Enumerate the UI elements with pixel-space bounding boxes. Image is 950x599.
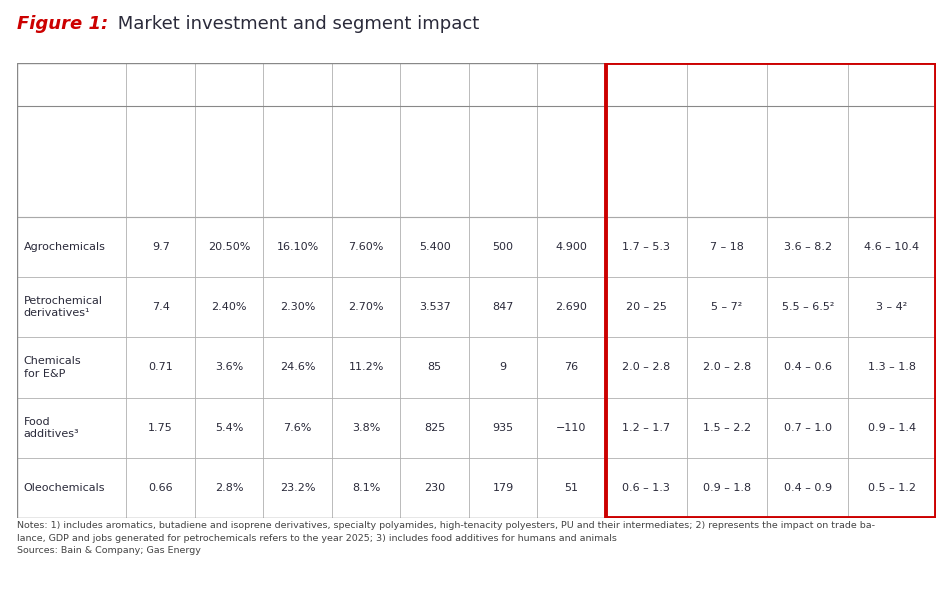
Text: 2012: 2012 [345,77,388,92]
Text: −110: −110 [557,423,587,432]
Text: 16.10%: 16.10% [276,242,319,252]
Text: 2.70%: 2.70% [349,302,384,312]
Text: 825: 825 [424,423,446,432]
Text: Growth-
global
market
(07–12): Growth- global market (07–12) [347,138,386,184]
Text: 5.5 – 6.5²: 5.5 – 6.5² [782,302,834,312]
Text: 0.9 – 1.8: 0.9 – 1.8 [703,483,751,493]
Text: Jobs
created
(thousands): Jobs created (thousands) [863,144,922,179]
Text: 7.6%: 7.6% [283,423,312,432]
Text: 7 – 18: 7 – 18 [710,242,744,252]
Text: 2.690: 2.690 [556,302,587,312]
Text: 179: 179 [492,483,514,493]
Text: 2.30%: 2.30% [280,302,315,312]
Text: 4.6 – 10.4: 4.6 – 10.4 [864,242,920,252]
Text: 9: 9 [500,362,506,373]
Text: Trade
deficit
(US$M,
2012): Trade deficit (US$M, 2012) [554,138,589,184]
Text: 20.50%: 20.50% [208,242,251,252]
Text: 8.1%: 8.1% [352,483,380,493]
Text: 0.71: 0.71 [148,362,173,373]
Text: Agrochemicals: Agrochemicals [24,242,105,252]
Text: Oleochemicals: Oleochemicals [24,483,105,493]
Text: 3.6%: 3.6% [215,362,243,373]
Text: Investment
(US$B,
2015–
2030): Investment (US$B, 2015– 2030) [618,138,674,184]
Text: 9.7: 9.7 [152,242,170,252]
Text: 5.4%: 5.4% [215,423,243,432]
Text: 51: 51 [564,483,579,493]
Text: 0.5 – 1.2: 0.5 – 1.2 [868,483,916,493]
Text: 1.75: 1.75 [148,423,173,432]
Text: Notes: 1) includes aromatics, butadiene and isoprene derivatives, specialty poly: Notes: 1) includes aromatics, butadiene … [17,521,875,555]
Text: 500: 500 [492,242,514,252]
Text: 0.9 – 1.4: 0.9 – 1.4 [868,423,916,432]
Text: 0.4 – 0.9: 0.4 – 0.9 [784,483,832,493]
Text: 0.4 – 0.6: 0.4 – 0.6 [784,362,832,373]
Text: Exports
(US$M,
2012): Exports (US$M, 2012) [484,144,522,179]
Text: 2030: 2030 [750,77,792,92]
Text: Figure 1:: Figure 1: [17,15,108,33]
Text: 1.3 – 1.8: 1.3 – 1.8 [868,362,916,373]
Text: 1.2 – 1.7: 1.2 – 1.7 [622,423,671,432]
Text: 3.537: 3.537 [419,302,450,312]
Text: 24.6%: 24.6% [280,362,315,373]
Text: 1.7 – 5.3: 1.7 – 5.3 [622,242,670,252]
Text: Share of
Brazil
(% of
world): Share of Brazil (% of world) [208,138,250,184]
Text: 0.66: 0.66 [148,483,173,493]
Text: 2.8%: 2.8% [215,483,243,493]
Text: Food
additives³: Food additives³ [24,416,79,439]
Text: Market investment and segment impact: Market investment and segment impact [112,15,480,33]
Text: 7.60%: 7.60% [349,242,384,252]
Text: 3 – 4²: 3 – 4² [877,302,907,312]
Text: 5 – 7²: 5 – 7² [712,302,743,312]
Text: 2.0 – 2.8: 2.0 – 2.8 [622,362,671,373]
Text: 2.0 – 2.8: 2.0 – 2.8 [703,362,751,373]
Text: Imports
(US$M,
2012): Imports (US$M, 2012) [415,144,453,179]
Text: Segment: Segment [49,156,94,167]
Text: 4.900: 4.900 [556,242,587,252]
Text: 23.2%: 23.2% [280,483,315,493]
Text: 0.7 – 1.0: 0.7 – 1.0 [784,423,832,432]
Text: 20 – 25: 20 – 25 [626,302,667,312]
Text: 230: 230 [424,483,446,493]
Text: 3.6 – 8.2: 3.6 – 8.2 [784,242,832,252]
Text: Impact
on trade
balance
(US$B,
2030): Impact on trade balance (US$B, 2030) [706,132,748,190]
Text: Impact
on GDP
(US$B,
2030): Impact on GDP (US$B, 2030) [789,138,826,184]
Text: 3.8%: 3.8% [352,423,380,432]
Text: 11.2%: 11.2% [349,362,384,373]
Text: 0.6 – 1.3: 0.6 – 1.3 [622,483,670,493]
Bar [606,63,936,518]
Text: 847: 847 [492,302,514,312]
Text: 935: 935 [492,423,514,432]
Text: 2.40%: 2.40% [212,302,247,312]
Text: Brazil
market
(US$B,
2012): Brazil market (US$B, 2012) [143,138,179,184]
Text: Growth-
local
market
(07–12): Growth- local market (07–12) [277,138,317,184]
Text: 76: 76 [564,362,579,373]
Text: 85: 85 [428,362,442,373]
Text: 5.400: 5.400 [419,242,450,252]
Text: Chemicals
for E&P: Chemicals for E&P [24,356,82,379]
Text: 7.4: 7.4 [152,302,170,312]
Text: Petrochemical
derivatives¹: Petrochemical derivatives¹ [24,296,103,319]
Text: 1.5 – 2.2: 1.5 – 2.2 [703,423,751,432]
